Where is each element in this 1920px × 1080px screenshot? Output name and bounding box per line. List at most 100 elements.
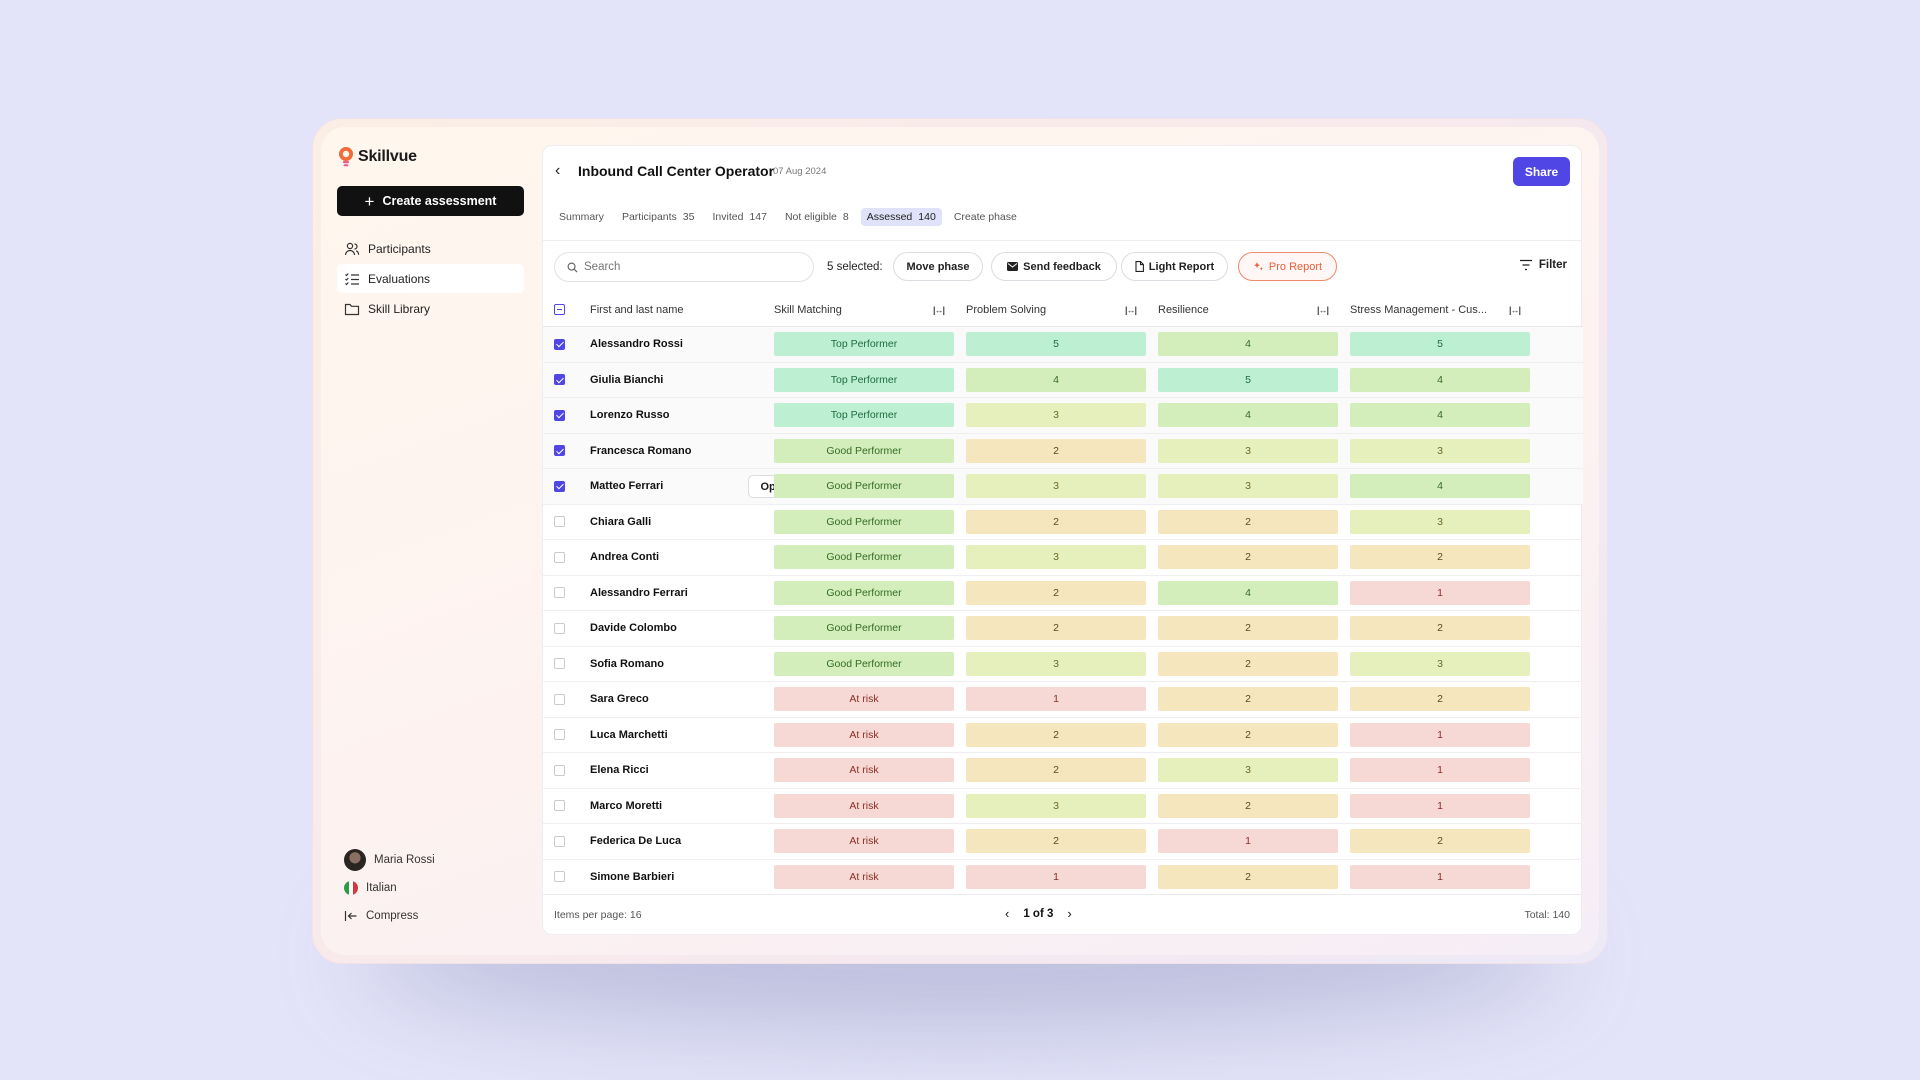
pro-report-button[interactable]: Pro Report: [1238, 252, 1337, 281]
table-row[interactable]: Davide Colombo Good Performer 2 2 2: [543, 611, 1583, 647]
row-checkbox[interactable]: [554, 338, 565, 350]
create-assessment-label: Create assessment: [382, 194, 497, 208]
row-checkbox[interactable]: [554, 693, 565, 705]
row-checkbox[interactable]: [554, 409, 565, 421]
resize-column-icon[interactable]: |↔|: [1508, 305, 1521, 315]
create-assessment-button[interactable]: + Create assessment: [337, 186, 524, 216]
sparkle-icon: [1253, 262, 1263, 271]
table-row[interactable]: Giulia Bianchi Top Performer 4 5 4: [543, 362, 1583, 398]
skill-matching-badge: At risk: [774, 864, 954, 889]
table-header: First and last name Skill Matching |↔| Pr…: [543, 293, 1583, 327]
row-checkbox[interactable]: [554, 480, 565, 492]
column-header-name[interactable]: First and last name: [590, 303, 684, 316]
chevron-right-icon[interactable]: ›: [1067, 906, 1072, 921]
items-per-page[interactable]: Items per page: 16: [554, 909, 642, 921]
table-row[interactable]: Alessandro Ferrari Good Performer 2 4 1: [543, 576, 1583, 611]
table-row[interactable]: Lorenzo Russo Top Performer 3 4 4: [543, 398, 1583, 434]
users-icon: [344, 242, 360, 255]
skill-matching-badge: Top Performer: [774, 403, 954, 427]
tab-invited[interactable]: Invited 147: [706, 208, 772, 226]
resize-column-icon[interactable]: |↔|: [1316, 305, 1329, 315]
sidebar-item-skill-library[interactable]: Skill Library: [337, 294, 524, 323]
row-checkbox[interactable]: [554, 658, 565, 670]
participant-name: Alessandro Ferrari: [590, 586, 688, 599]
folder-icon: [344, 303, 360, 315]
sidebar-item-participants[interactable]: Participants: [337, 234, 524, 263]
table-row[interactable]: Luca Marchetti At risk 2 2 1: [543, 718, 1583, 753]
row-checkbox[interactable]: [554, 587, 565, 599]
sidebar-footer: Maria Rossi Italian Compress: [344, 846, 524, 930]
sidebar: Skillvue + Create assessment Participant…: [337, 142, 525, 942]
score-cell: 1: [1350, 758, 1530, 782]
tab-count: 147: [749, 211, 767, 223]
column-header-problem-solving[interactable]: Problem Solving |↔|: [961, 293, 1141, 327]
user-profile[interactable]: Maria Rossi: [344, 846, 524, 874]
participant-name: Giulia Bianchi: [590, 373, 664, 386]
score-cell: 2: [966, 616, 1146, 640]
resize-column-icon[interactable]: |↔|: [1124, 305, 1137, 315]
move-phase-label: Move phase: [906, 260, 970, 273]
row-checkbox[interactable]: [554, 622, 565, 634]
table-row[interactable]: Sara Greco At risk 1 2 2: [543, 682, 1583, 718]
tab-summary[interactable]: Summary: [553, 208, 610, 226]
selection-count: 5 selected:: [827, 261, 883, 273]
column-header-skill-matching[interactable]: Skill Matching |↔|: [769, 293, 949, 327]
chevron-left-icon[interactable]: ‹: [1005, 906, 1010, 921]
back-arrow-icon[interactable]: ‹: [555, 162, 561, 179]
tab-label: Assessed: [866, 211, 913, 223]
table-row[interactable]: Alessandro Rossi Top Performer 5 4 5: [543, 327, 1583, 363]
share-button[interactable]: Share: [1513, 157, 1570, 186]
score-cell: 2: [1350, 687, 1530, 711]
row-checkbox[interactable]: [554, 729, 565, 741]
mail-icon: [1007, 262, 1019, 271]
table-row[interactable]: Chiara Galli Good Performer 2 2 3: [543, 505, 1583, 540]
score-cell: 3: [966, 651, 1146, 676]
logo-text: Skillvue: [358, 148, 417, 165]
move-phase-button[interactable]: Move phase: [893, 252, 983, 281]
send-feedback-button[interactable]: Send feedback: [991, 252, 1117, 281]
score-cell: 3: [966, 793, 1146, 818]
table-row[interactable]: Elena Ricci At risk 2 3 1: [543, 753, 1583, 789]
table-row[interactable]: Sofia Romano Good Performer 3 2 3: [543, 647, 1583, 682]
score-cell: 2: [1350, 829, 1530, 853]
row-checkbox[interactable]: [554, 374, 565, 386]
participant-name: Marco Moretti: [590, 799, 663, 812]
row-checkbox[interactable]: [554, 800, 565, 812]
row-checkbox[interactable]: [554, 551, 565, 563]
table-row[interactable]: Andrea Conti Good Performer 3 2 2: [543, 540, 1583, 576]
compress-sidebar-button[interactable]: Compress: [344, 902, 524, 930]
row-checkbox[interactable]: [554, 764, 565, 776]
tab-create-phase[interactable]: Create phase: [948, 208, 1023, 226]
row-checkbox[interactable]: [554, 445, 565, 457]
tab-assessed[interactable]: Assessed 140: [860, 208, 942, 226]
table-row[interactable]: Simone Barbieri At risk 1 2 1: [543, 860, 1583, 895]
page-indicator: 1 of 3: [1023, 907, 1054, 920]
sidebar-item-evaluations[interactable]: Evaluations: [337, 264, 524, 293]
table-footer: Items per page: 16 ‹ 1 of 3 › Total: 140: [543, 894, 1581, 934]
filter-button[interactable]: Filter: [1519, 259, 1567, 271]
language-selector[interactable]: Italian: [344, 874, 524, 902]
tab-not-eligible[interactable]: Not eligible 8: [779, 208, 855, 226]
skill-matching-badge: At risk: [774, 687, 954, 711]
resize-column-icon[interactable]: |↔|: [932, 305, 945, 315]
table-row[interactable]: Marco Moretti At risk 3 2 1: [543, 789, 1583, 824]
italy-flag-icon: [344, 881, 358, 895]
tab-participants[interactable]: Participants 35: [616, 208, 701, 226]
row-checkbox[interactable]: [554, 835, 565, 847]
score-cell: 2: [1158, 793, 1338, 818]
column-header-resilience[interactable]: Resilience |↔|: [1153, 293, 1333, 327]
score-cell: 2: [1158, 687, 1338, 711]
search-input[interactable]: [584, 261, 784, 273]
score-cell: 4: [1350, 367, 1530, 392]
row-checkbox[interactable]: [554, 516, 565, 528]
column-header-stress-management[interactable]: Stress Management - Cus... |↔|: [1345, 293, 1525, 327]
score-cell: 1: [1350, 580, 1530, 605]
row-checkbox[interactable]: [554, 871, 565, 883]
sidebar-item-label: Skill Library: [368, 301, 431, 316]
table-row[interactable]: Francesca Romano Good Performer 2 3 3: [543, 433, 1583, 469]
select-all-checkbox[interactable]: [554, 304, 565, 315]
score-cell: 3: [1350, 509, 1530, 534]
table-row[interactable]: Federica De Luca At risk 2 1 2: [543, 824, 1583, 860]
light-report-button[interactable]: Light Report: [1121, 252, 1228, 281]
